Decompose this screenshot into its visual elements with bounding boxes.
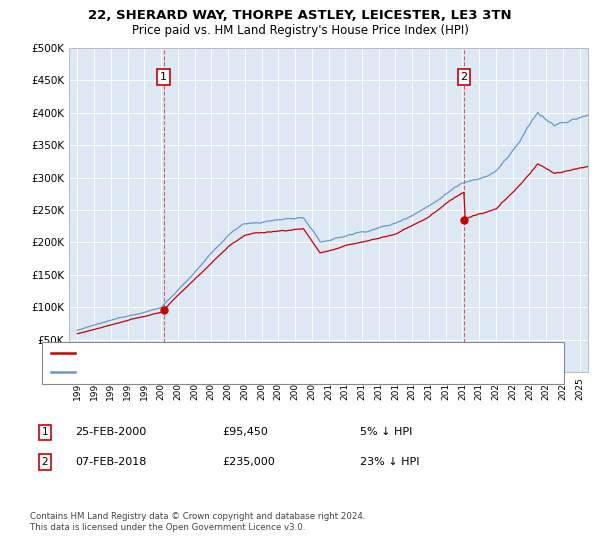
Text: £95,450: £95,450: [222, 427, 268, 437]
Text: 1: 1: [41, 427, 49, 437]
Text: 2: 2: [41, 457, 49, 467]
Text: 25-FEB-2000: 25-FEB-2000: [75, 427, 146, 437]
Text: 2: 2: [461, 72, 467, 82]
Text: £235,000: £235,000: [222, 457, 275, 467]
Text: 1: 1: [160, 72, 167, 82]
Text: Price paid vs. HM Land Registry's House Price Index (HPI): Price paid vs. HM Land Registry's House …: [131, 24, 469, 37]
Text: 23% ↓ HPI: 23% ↓ HPI: [360, 457, 419, 467]
Text: Contains HM Land Registry data © Crown copyright and database right 2024.
This d: Contains HM Land Registry data © Crown c…: [30, 512, 365, 532]
Text: HPI: Average price, detached house, Blaby: HPI: Average price, detached house, Blab…: [79, 367, 287, 377]
Text: 22, SHERARD WAY, THORPE ASTLEY, LEICESTER, LE3 3TN (detached house): 22, SHERARD WAY, THORPE ASTLEY, LEICESTE…: [79, 348, 449, 358]
Text: 5% ↓ HPI: 5% ↓ HPI: [360, 427, 412, 437]
Text: 07-FEB-2018: 07-FEB-2018: [75, 457, 146, 467]
Text: 22, SHERARD WAY, THORPE ASTLEY, LEICESTER, LE3 3TN: 22, SHERARD WAY, THORPE ASTLEY, LEICESTE…: [88, 9, 512, 22]
